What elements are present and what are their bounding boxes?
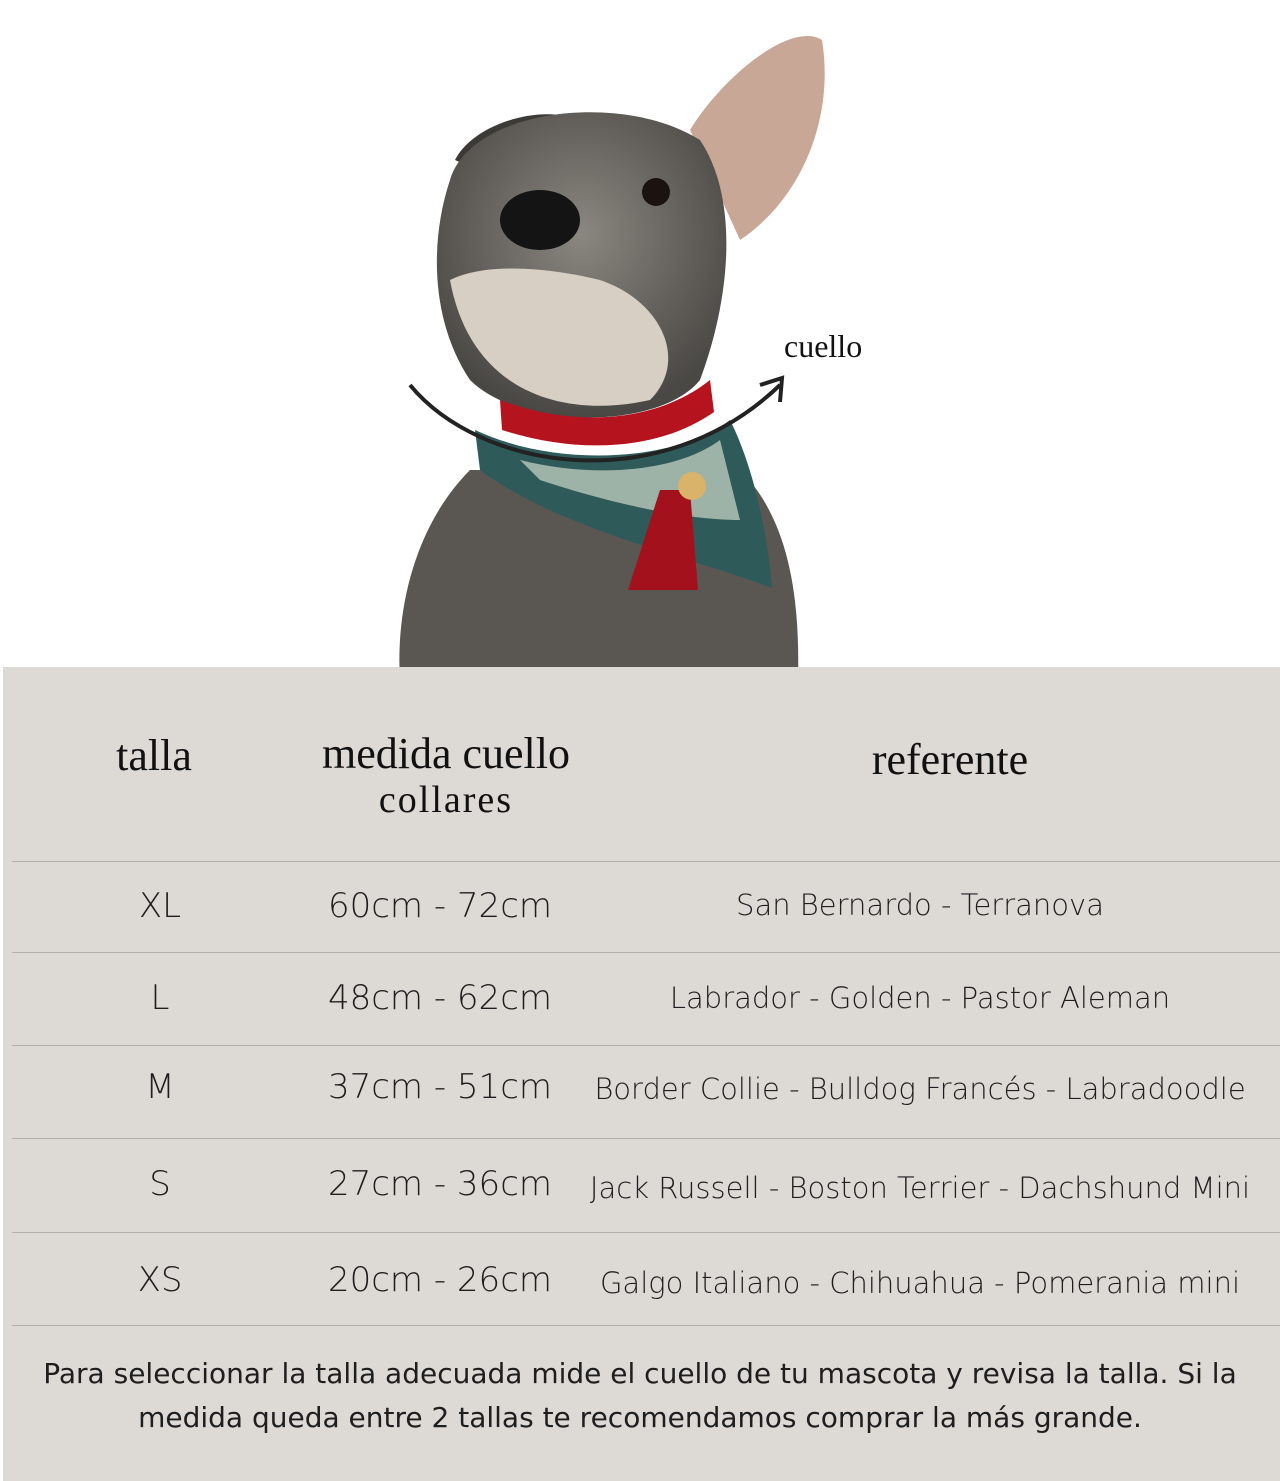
row-reference: San Bernardo - Terranova	[736, 888, 1104, 922]
size-chart-panel	[3, 667, 1280, 1481]
row-reference: Galgo Italiano - Chihuahua - Pomerania m…	[599, 1266, 1241, 1300]
dog-beard	[450, 268, 669, 406]
header-measure-sub: collares	[378, 779, 514, 821]
row-size: XS	[137, 1260, 183, 1300]
row-size: L	[150, 978, 170, 1018]
row-measure: 27cm - 36cm	[327, 1164, 553, 1204]
neck-label: cuello	[784, 328, 863, 364]
divider	[12, 861, 1280, 862]
row-measure: 20cm - 26cm	[327, 1260, 553, 1300]
red-collar	[500, 380, 714, 446]
row-measure: 48cm - 62cm	[327, 978, 553, 1018]
row-measure: 60cm - 72cm	[327, 886, 553, 926]
row-reference: Jack Russell - Boston Terrier - Dachshun…	[589, 1171, 1251, 1205]
dog-eye	[642, 178, 670, 206]
sizing-note: Para seleccionar la talla adecuada mide …	[43, 1357, 1237, 1434]
arrow-head-icon	[759, 375, 785, 403]
divider	[12, 1325, 1280, 1326]
neck-arrow	[408, 383, 782, 463]
name-tag	[678, 472, 706, 500]
tassel	[628, 490, 698, 590]
divider	[12, 1232, 1280, 1233]
divider	[12, 952, 1280, 953]
row-measure: 37cm - 51cm	[327, 1067, 553, 1107]
row-reference: Labrador - Golden - Pastor Aleman	[669, 981, 1171, 1015]
divider	[12, 1138, 1280, 1139]
dog-nose	[500, 190, 580, 250]
header-reference: referente	[871, 735, 1029, 784]
header-measure: medida cuello	[321, 729, 570, 778]
row-size: M	[145, 1067, 175, 1107]
divider	[12, 1045, 1280, 1046]
header-size: talla	[116, 731, 192, 780]
row-reference: Border Collie - Bulldog Francés - Labrad…	[594, 1072, 1246, 1106]
row-size: XL	[138, 886, 182, 926]
dog-photo	[399, 36, 825, 680]
row-size: S	[149, 1164, 171, 1204]
dog-ear-right	[690, 36, 825, 240]
